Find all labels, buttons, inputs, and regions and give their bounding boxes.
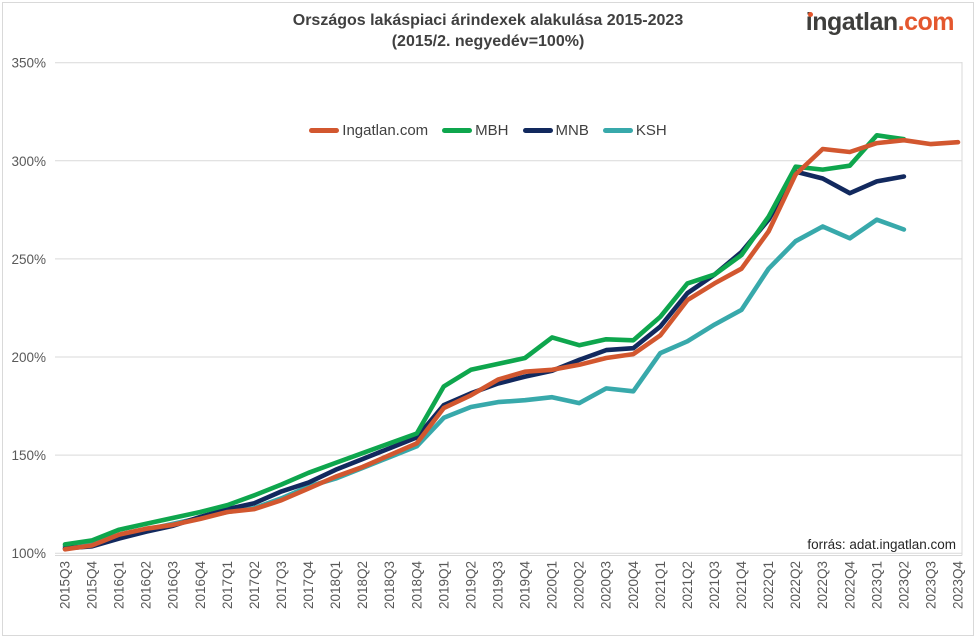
x-axis-label-2020Q4: 2020Q4 <box>626 561 641 610</box>
source-note: forrás: adat.ingatlan.com <box>807 537 956 552</box>
legend-item-mnb[interactable]: MNB <box>522 122 589 139</box>
ingatlan-logo: ingatlan.com <box>805 8 955 36</box>
legend-label-ingatlan: Ingatlan.com <box>342 122 429 139</box>
x-axis-label-2023Q2: 2023Q2 <box>896 561 911 609</box>
y-axis-label-200: 200% <box>11 350 46 365</box>
x-axis-label-2021Q1: 2021Q1 <box>653 561 668 609</box>
x-axis-label-2015Q4: 2015Q4 <box>85 561 100 610</box>
series-line-mbh <box>62 133 907 547</box>
x-axis-label-2021Q2: 2021Q2 <box>680 561 695 609</box>
legend-swatch-mnb-icon <box>522 128 553 133</box>
x-axis-label-2018Q1: 2018Q1 <box>328 561 343 609</box>
x-axis-label-2016Q2: 2016Q2 <box>139 561 154 609</box>
legend-item-ingatlan[interactable]: Ingatlan.com <box>309 122 428 139</box>
x-axis-label-2019Q2: 2019Q2 <box>463 561 478 609</box>
x-axis-label-2023Q1: 2023Q1 <box>869 561 884 609</box>
x-axis-label-2021Q4: 2021Q4 <box>734 561 749 610</box>
logo-i-dot <box>808 11 814 17</box>
chart-legend: Ingatlan.com MBH MNB KSH <box>0 122 976 139</box>
chart-title: Országos lakáspiaci árindexek alakulása … <box>0 10 976 52</box>
x-axis-label-2018Q4: 2018Q4 <box>409 561 424 610</box>
legend-item-ksh[interactable]: KSH <box>602 122 667 139</box>
x-axis-label-2017Q4: 2017Q4 <box>301 561 316 610</box>
y-axis-label-250: 250% <box>11 252 46 267</box>
y-axis-label-300: 300% <box>11 154 46 169</box>
series-line-ingatlan-com <box>62 137 961 552</box>
x-axis-label-2019Q1: 2019Q1 <box>436 561 451 609</box>
x-axis-label-2016Q1: 2016Q1 <box>112 561 127 609</box>
legend-label-mbh: MBH <box>475 122 509 139</box>
x-axis-label-2020Q3: 2020Q3 <box>599 561 614 609</box>
legend-item-mbh[interactable]: MBH <box>442 122 509 139</box>
x-axis-label-2017Q3: 2017Q3 <box>274 561 289 609</box>
y-axis-label-150: 150% <box>11 448 46 463</box>
legend-swatch-ksh-icon <box>602 128 633 133</box>
x-axis-label-2018Q2: 2018Q2 <box>355 561 370 609</box>
logo-brand-text: ingatlan <box>805 8 898 36</box>
chart-title-line1: Országos lakáspiaci árindexek alakulása … <box>292 12 684 29</box>
logo-tld-text: .com <box>897 8 955 36</box>
x-axis-label-2023Q3: 2023Q3 <box>923 561 938 609</box>
x-axis-label-2022Q3: 2022Q3 <box>815 561 830 609</box>
x-axis-label-2022Q2: 2022Q2 <box>788 561 803 609</box>
x-axis-label-2019Q4: 2019Q4 <box>518 561 533 610</box>
legend-label-mnb: MNB <box>555 122 589 139</box>
x-axis-label-2016Q3: 2016Q3 <box>166 561 181 609</box>
legend-label-ksh: KSH <box>635 122 667 139</box>
x-axis-label-2015Q3: 2015Q3 <box>58 561 73 609</box>
series-line-ksh <box>62 217 907 549</box>
x-axis-label-2020Q2: 2020Q2 <box>572 561 587 609</box>
x-axis-label-2023Q4: 2023Q4 <box>951 561 966 610</box>
legend-swatch-mbh-icon <box>442 128 473 133</box>
x-axis-label-2017Q2: 2017Q2 <box>247 561 262 609</box>
x-axis-label-2016Q4: 2016Q4 <box>193 561 208 610</box>
chart-title-line2: (2015/2. negyedév=100%) <box>391 33 585 50</box>
x-axis-label-2020Q1: 2020Q1 <box>545 561 560 609</box>
y-axis-label-100: 100% <box>11 546 46 561</box>
x-axis-label-2017Q1: 2017Q1 <box>220 561 235 609</box>
y-axis-label-350: 350% <box>11 56 46 71</box>
x-axis-label-2022Q1: 2022Q1 <box>761 561 776 609</box>
x-axis-label-2018Q3: 2018Q3 <box>382 561 397 609</box>
series-line-mnb <box>62 169 907 551</box>
legend-swatch-ingatlan-icon <box>309 128 340 133</box>
x-axis-label-2019Q3: 2019Q3 <box>491 561 506 609</box>
x-axis-label-2021Q3: 2021Q3 <box>707 561 722 609</box>
x-axis-label-2022Q4: 2022Q4 <box>842 561 857 610</box>
